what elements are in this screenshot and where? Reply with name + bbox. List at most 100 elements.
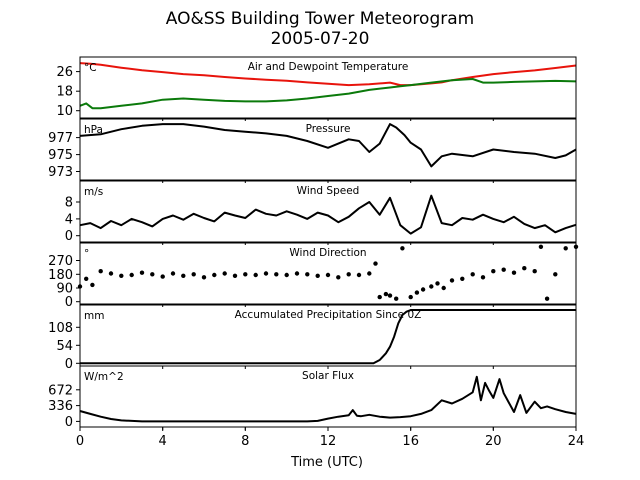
y-tick-label: 8 <box>65 196 73 211</box>
wind-direction-point <box>90 282 95 288</box>
panel-title: Accumulated Precipitation Since 0Z <box>235 309 422 321</box>
y-tick-label: 0 <box>65 357 73 372</box>
wind-direction-point <box>408 294 413 300</box>
y-tick-label: 54 <box>56 339 73 354</box>
wind-direction-point <box>538 244 544 249</box>
wind-direction-point <box>253 272 258 278</box>
wind-direction-point <box>243 272 248 277</box>
y-tick-label: 336 <box>48 399 73 414</box>
panel-unit: m/s <box>84 186 103 198</box>
wind-direction-point <box>294 271 300 276</box>
wind-direction-point <box>373 261 378 266</box>
y-tick-label: 973 <box>48 165 73 180</box>
y-tick-label: 90 <box>56 282 73 297</box>
series-line-1 <box>79 194 577 235</box>
series-line-1 <box>79 123 577 168</box>
wind-direction-point <box>274 272 279 277</box>
series-line-1 <box>80 309 576 365</box>
wind-direction-point <box>305 272 310 277</box>
series-line-1 <box>79 62 577 87</box>
y-tick-label: 672 <box>48 383 73 398</box>
wind-direction-point <box>98 269 103 274</box>
wind-direction-point <box>160 274 165 279</box>
y-tick-label: 180 <box>48 268 73 283</box>
y-tick-label: 975 <box>48 148 73 163</box>
wind-direction-point <box>346 272 351 277</box>
y-tick-label: 108 <box>48 321 73 336</box>
figure-date: 2005-07-20 <box>271 29 370 49</box>
wind-direction-point <box>201 275 207 280</box>
wind-direction-point <box>139 270 145 275</box>
figure-title: AO&SS Building Tower Meteorogram <box>166 9 474 29</box>
panel-unit: W/m^2 <box>84 371 124 383</box>
y-tick-label: 26 <box>56 65 73 80</box>
wind-direction-point <box>284 272 289 278</box>
wind-direction-point <box>460 276 465 281</box>
wind-direction-point <box>377 294 382 300</box>
y-tick-label: 0 <box>65 229 73 244</box>
wind-direction-point <box>387 293 393 298</box>
wind-direction-point <box>150 272 155 277</box>
panel-title: Wind Speed <box>297 185 360 197</box>
series-line-1 <box>79 375 577 423</box>
wind-direction-point <box>394 296 399 301</box>
x-tick-label: 20 <box>485 434 502 449</box>
y-tick-label: 977 <box>48 131 73 146</box>
wind-direction-point <box>553 272 558 277</box>
y-tick-label: 10 <box>56 104 73 119</box>
wind-direction-point <box>356 272 362 278</box>
wind-direction-point <box>400 246 405 251</box>
wind-direction-point <box>491 269 496 274</box>
wind-direction-point <box>84 276 89 281</box>
wind-direction-point <box>441 285 446 291</box>
x-tick-label: 16 <box>402 434 419 449</box>
panel-2: 973 975 977 hPa Pressure <box>48 118 577 183</box>
wind-direction-point <box>108 271 114 276</box>
wind-direction-point <box>129 272 134 278</box>
x-axis: 0 4 8 12 16 20 24 <box>76 427 584 449</box>
wind-direction-point <box>435 281 440 286</box>
wind-direction-point <box>383 291 389 297</box>
wind-direction-point <box>336 275 341 280</box>
y-tick-label: 0 <box>65 295 73 310</box>
x-axis-label: Time (UTC) <box>290 455 363 470</box>
wind-direction-point <box>191 272 196 277</box>
y-tick-label: 0 <box>65 415 73 430</box>
wind-direction-point <box>232 273 238 278</box>
wind-direction-point <box>212 272 217 278</box>
wind-direction-point <box>414 290 420 295</box>
wind-direction-point <box>181 273 186 278</box>
wind-direction-point <box>563 246 568 251</box>
panel-3: 0 48 m/s Wind Speed <box>65 180 577 245</box>
wind-direction-point <box>420 287 426 292</box>
wind-direction-point <box>544 296 550 301</box>
wind-direction-point <box>263 271 269 276</box>
x-tick-label: 24 <box>568 434 585 449</box>
panel-title: Pressure <box>306 123 351 135</box>
wind-direction-point <box>170 271 176 276</box>
panel-unit: mm <box>84 310 104 322</box>
panel-1: 10 18 26 °C Air and Dewpoint Temperature <box>56 56 577 121</box>
y-tick-label: 18 <box>56 85 73 100</box>
x-tick-label: 0 <box>76 434 84 449</box>
wind-direction-point <box>501 267 506 272</box>
panel-unit: ° <box>84 248 89 260</box>
wind-direction-point <box>449 278 455 283</box>
wind-direction-point <box>222 271 227 276</box>
panels: 10 18 26 °C Air and Dewpoint Temperature 973 9… <box>48 56 579 430</box>
panel-unit: °C <box>84 62 97 74</box>
wind-direction-point <box>470 272 475 277</box>
panel-title: Air and Dewpoint Temperature <box>248 61 409 73</box>
wind-direction-point <box>532 269 537 274</box>
panel-5: 0 54 108 mm Accumulated Precipitation Since … <box>48 304 577 372</box>
panel-title: Wind Direction <box>289 247 366 259</box>
y-tick-label: 4 <box>65 212 73 227</box>
wind-direction-point <box>325 272 331 278</box>
x-tick-label: 8 <box>241 434 249 449</box>
wind-direction-point <box>315 273 320 278</box>
series-line-2 <box>79 78 577 110</box>
wind-direction-point <box>480 275 486 280</box>
